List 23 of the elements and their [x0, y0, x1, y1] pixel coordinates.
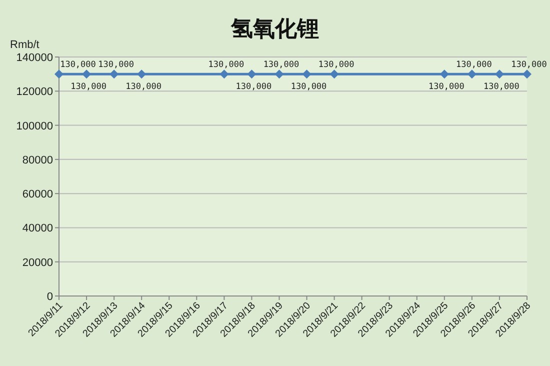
y-axis-title: Rmb/t — [10, 39, 40, 51]
y-tick-label: 0 — [46, 291, 53, 303]
data-label: 130,000 — [70, 82, 106, 92]
y-tick-label: 60000 — [22, 188, 53, 201]
y-tick-label: 140000 — [16, 52, 53, 64]
y-tick-label: 120000 — [16, 86, 53, 98]
y-tick-label: 40000 — [22, 222, 53, 235]
data-label: 130,000 — [290, 82, 327, 92]
data-label: 130,000 — [456, 60, 492, 70]
data-label: 130,000 — [484, 82, 520, 92]
y-tick-label: 20000 — [22, 256, 53, 269]
data-label: 130,000 — [428, 82, 464, 92]
data-label: 130,000 — [318, 60, 354, 70]
data-label: 130,000 — [98, 60, 134, 70]
chart-title: 氢氧化锂 — [230, 16, 319, 41]
data-label: 130,000 — [236, 82, 272, 92]
y-tick-label: 100000 — [16, 120, 53, 132]
data-label: 130,000 — [208, 60, 244, 70]
data-label: 130,000 — [60, 60, 96, 70]
data-label: 130,000 — [263, 60, 300, 70]
data-label: 130,000 — [511, 60, 547, 70]
data-label: 130,000 — [126, 82, 162, 92]
y-tick-label: 80000 — [22, 154, 53, 166]
